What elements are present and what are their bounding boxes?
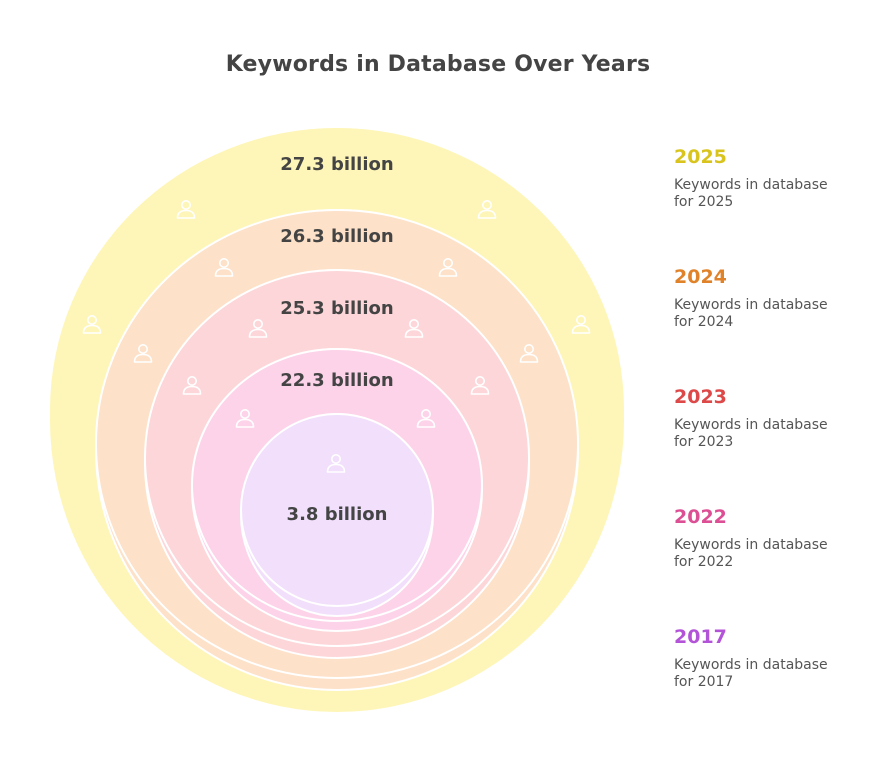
legend-year: 2023 (674, 386, 727, 408)
legend-description: Keywords in database for 2024 (674, 297, 828, 330)
legend-year: 2025 (674, 146, 727, 168)
ring-value-2017: 3.8 billion (287, 504, 388, 525)
legend-year: 2017 (674, 626, 727, 648)
ring-value-2023: 25.3 billion (280, 298, 393, 319)
legend-description: Keywords in database for 2025 (674, 177, 828, 210)
legend-item-2023: 2023 Keywords in database for 2023 (674, 385, 864, 451)
legend-year: 2022 (674, 506, 727, 528)
legend-description: Keywords in database for 2023 (674, 417, 828, 450)
diagram-title: Keywords in Database Over Years (225, 52, 651, 77)
legend-item-2017: 2017 Keywords in database for 2017 (674, 625, 864, 691)
legend-description: Keywords in database for 2022 (674, 537, 828, 570)
legend-description: Keywords in database for 2017 (674, 657, 828, 690)
legend-item-2025: 2025 Keywords in database for 2025 (674, 145, 864, 211)
legend-year: 2024 (674, 266, 727, 288)
legend-item-2024: 2024 Keywords in database for 2024 (674, 265, 864, 331)
ring-value-2025: 27.3 billion (280, 154, 393, 175)
legend-item-2022: 2022 Keywords in database for 2022 (674, 505, 864, 571)
ring-value-2024: 26.3 billion (280, 226, 393, 247)
ring-value-2022: 22.3 billion (280, 370, 393, 391)
